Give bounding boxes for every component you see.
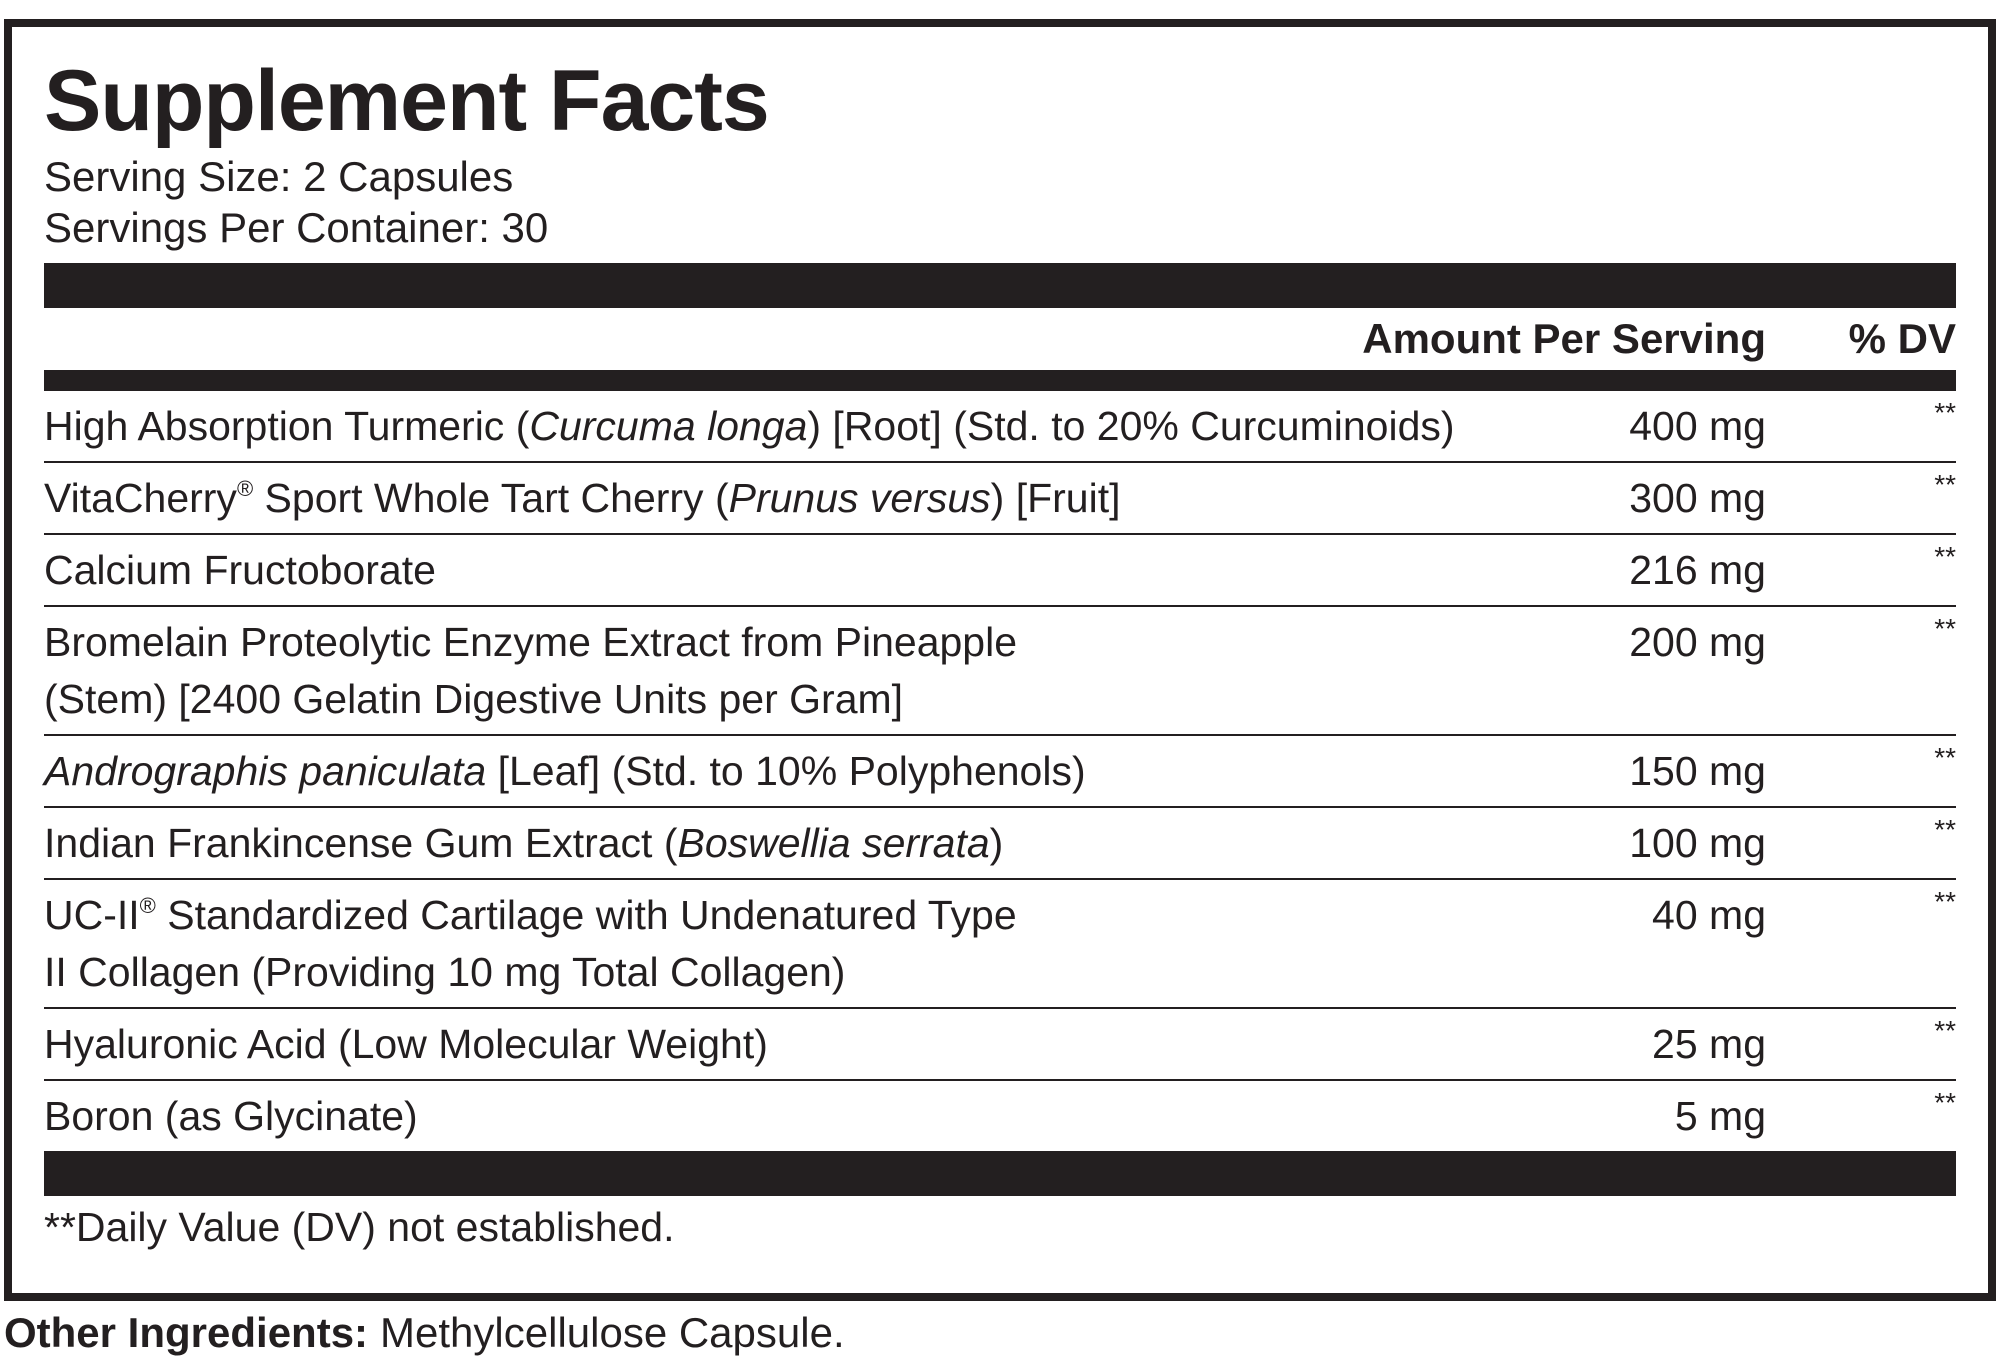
name-text: Boswellia serrata: [677, 820, 990, 866]
other-ingredients: Other Ingredients: Methylcellulose Capsul…: [4, 1305, 845, 1361]
ingredient-name: Hyaluronic Acid (Low Molecular Weight): [44, 1016, 1566, 1073]
name-text: Prunus versus: [728, 475, 991, 521]
ingredient-rows: High Absorption Turmeric (Curcuma longa)…: [44, 391, 1956, 1151]
ingredient-row: Hyaluronic Acid (Low Molecular Weight) 25…: [44, 1009, 1956, 1081]
name-text: ): [989, 820, 1004, 866]
name-text: ) [Root] (Std. to 20% Curcuminoids): [807, 403, 1455, 449]
serving-size: Serving Size: 2 Capsules: [44, 153, 514, 200]
ingredient-row: Indian Frankincense Gum Extract (Boswell…: [44, 808, 1956, 880]
divider-bar: [44, 263, 1956, 308]
ingredient-name: Bromelain Proteolytic Enzyme Extract fro…: [44, 614, 1566, 728]
ingredient-row: Boron (as Glycinate) 5 mg **: [44, 1081, 1956, 1151]
daily-value: **: [1934, 1087, 1956, 1118]
daily-value: **: [1934, 1015, 1956, 1046]
daily-value: **: [1934, 742, 1956, 773]
name-line: Calcium Fructoborate: [44, 542, 1566, 599]
ingredient-row: Calcium Fructoborate 216 mg **: [44, 535, 1956, 607]
name-text: High Absorption Turmeric (: [44, 403, 530, 449]
amount: 25 mg: [1652, 1021, 1766, 1067]
name-text: Bromelain Proteolytic Enzyme Extract fro…: [44, 619, 1018, 665]
ingredient-name: Andrographis paniculata [Leaf] (Std. to …: [44, 743, 1566, 800]
name-line: High Absorption Turmeric (Curcuma longa)…: [44, 398, 1566, 455]
name-text: Andrographis paniculata: [44, 748, 487, 794]
daily-value: **: [1934, 814, 1956, 845]
name-text: UC-II: [44, 892, 140, 938]
column-header: Amount Per Serving % DV: [44, 308, 1956, 370]
name-text: Hyaluronic Acid (Low Molecular Weight): [44, 1021, 768, 1067]
name-text: Calcium Fructoborate: [44, 547, 436, 593]
daily-value: **: [1934, 469, 1956, 500]
name-text: Curcuma longa: [529, 403, 808, 449]
divider-bar: [44, 1151, 1956, 1196]
ingredient-name: High Absorption Turmeric (Curcuma longa)…: [44, 398, 1566, 455]
name-line: VitaCherry® Sport Whole Tart Cherry (Pru…: [44, 470, 1566, 527]
ingredient-row: High Absorption Turmeric (Curcuma longa)…: [44, 391, 1956, 463]
name-text: Indian Frankincense Gum Extract (: [44, 820, 678, 866]
footnote: **Daily Value (DV) not established.: [44, 1204, 675, 1250]
name-text: ) [Fruit]: [990, 475, 1121, 521]
ingredient-name: Indian Frankincense Gum Extract (Boswell…: [44, 815, 1566, 872]
name-text: Boron (as Glycinate): [44, 1093, 418, 1139]
supplement-facts-panel: Supplement Facts Serving Size: 2 Capsule…: [4, 19, 1996, 1301]
name-text: II Collagen (Providing 10 mg Total Colla…: [44, 949, 846, 995]
name-line: Andrographis paniculata [Leaf] (Std. to …: [44, 743, 1566, 800]
name-text: Sport Whole Tart Cherry (: [253, 475, 729, 521]
daily-value: **: [1934, 541, 1956, 572]
name-line: (Stem) [2400 Gelatin Digestive Units per…: [44, 671, 1566, 728]
ingredient-name: Boron (as Glycinate): [44, 1088, 1566, 1145]
ingredient-row: UC-II® Standardized Cartilage with Unden…: [44, 880, 1956, 1009]
ingredient-row: Bromelain Proteolytic Enzyme Extract fro…: [44, 607, 1956, 736]
name-line: Boron (as Glycinate): [44, 1088, 1566, 1145]
name-text: Standardized Cartilage with Undenatured …: [155, 892, 1017, 938]
amount: 300 mg: [1629, 475, 1766, 521]
daily-value: **: [1934, 397, 1956, 428]
divider-bar: [44, 370, 1956, 391]
ingredient-row: VitaCherry® Sport Whole Tart Cherry (Pru…: [44, 463, 1956, 535]
ingredient-name: Calcium Fructoborate: [44, 542, 1566, 599]
name-text: [Leaf] (Std. to 10% Polyphenols): [486, 748, 1086, 794]
name-text: VitaCherry: [44, 475, 237, 521]
dv-header: % DV: [1848, 315, 1956, 362]
name-line: II Collagen (Providing 10 mg Total Colla…: [44, 944, 1566, 1001]
other-ingredients-text: Methylcellulose Capsule.: [380, 1309, 845, 1356]
servings-per-container: Servings Per Container: 30: [44, 204, 549, 251]
daily-value: **: [1934, 613, 1956, 644]
name-line: Bromelain Proteolytic Enzyme Extract fro…: [44, 614, 1566, 671]
amount: 216 mg: [1629, 547, 1766, 593]
ingredient-name: VitaCherry® Sport Whole Tart Cherry (Pru…: [44, 470, 1566, 527]
amount-header: Amount Per Serving: [1362, 315, 1766, 362]
amount: 100 mg: [1629, 820, 1766, 866]
name-line: Indian Frankincense Gum Extract (Boswell…: [44, 815, 1566, 872]
name-text: ®: [139, 893, 156, 918]
amount: 5 mg: [1674, 1093, 1766, 1139]
name-text: (Stem) [2400 Gelatin Digestive Units per…: [44, 676, 904, 722]
ingredient-name: UC-II® Standardized Cartilage with Unden…: [44, 887, 1566, 1001]
name-line: Hyaluronic Acid (Low Molecular Weight): [44, 1016, 1566, 1073]
amount: 150 mg: [1629, 748, 1766, 794]
name-text: ®: [236, 476, 254, 501]
amount: 400 mg: [1629, 403, 1766, 449]
other-ingredients-label: Other Ingredients:: [4, 1309, 369, 1356]
ingredient-row: Andrographis paniculata [Leaf] (Std. to …: [44, 736, 1956, 808]
amount: 40 mg: [1652, 892, 1766, 938]
title: Supplement Facts: [44, 53, 770, 149]
amount: 200 mg: [1629, 619, 1766, 665]
daily-value: **: [1934, 886, 1956, 917]
name-line: UC-II® Standardized Cartilage with Unden…: [44, 887, 1566, 944]
